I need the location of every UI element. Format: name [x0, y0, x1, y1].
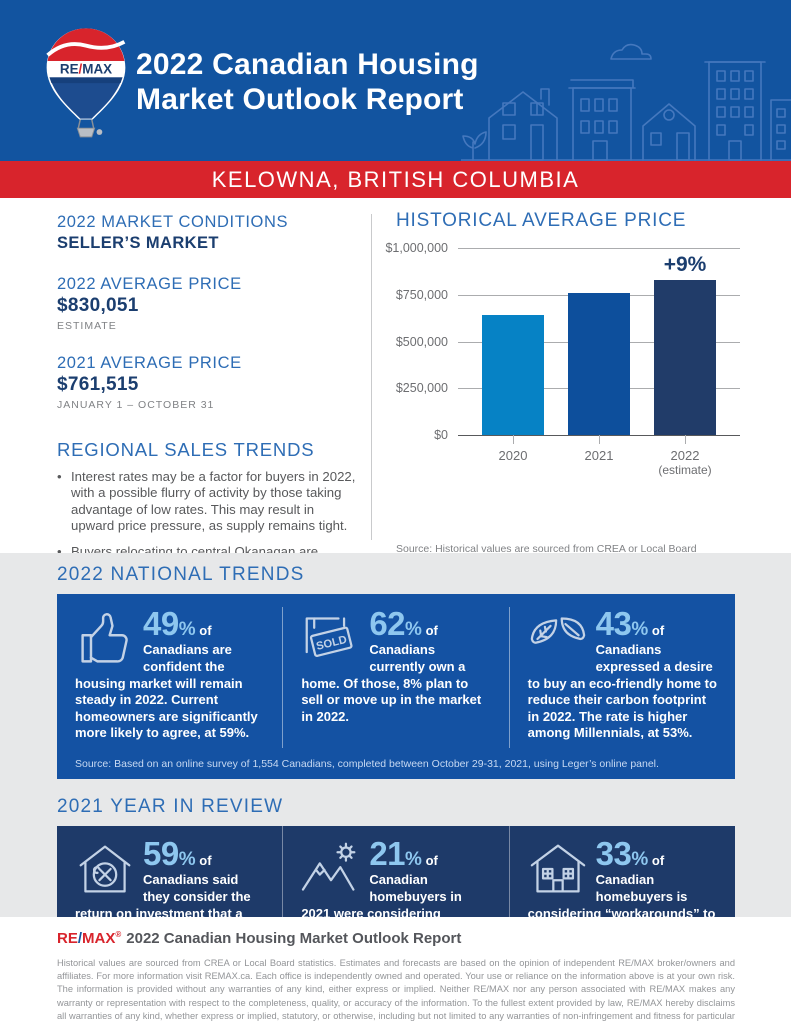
sold-sign-icon: SOLD — [305, 617, 353, 657]
stat-text: 62% of Canadians currently own a home. O… — [301, 607, 492, 725]
market-conditions-value: SELLER’S MARKET — [57, 233, 219, 252]
stat-value: 49 — [143, 605, 179, 642]
chart-bar-2021 — [568, 293, 630, 435]
stat-description: of Canadians are confident the housing m… — [75, 623, 258, 741]
chart-bar-2020 — [482, 315, 544, 435]
stat-percent-sign: % — [631, 619, 649, 640]
national-stat-confidence: 49% of Canadians are confident the housi… — [57, 607, 282, 748]
stat-percent-sign: % — [405, 619, 422, 640]
price-2021-label: 2021 AVERAGE PRICE — [57, 354, 242, 373]
house-icon — [530, 844, 585, 893]
report-header: RE/MAX 2022 Canadian Housing Market Outl… — [0, 0, 791, 161]
y-axis-tick-label: $750,000 — [395, 287, 448, 302]
stat-text: 49% of Canadians are confident the housi… — [75, 607, 266, 742]
stat-percent-sign: % — [178, 619, 196, 640]
home-renovation-icon — [79, 845, 131, 893]
stat-text: 43% of Canadians expressed a desire to b… — [527, 607, 719, 742]
stat-description: of Canadians currently own a home. Of th… — [301, 623, 482, 724]
market-summary-section: 2022 MARKET CONDITIONS SELLER’S MARKET 2… — [0, 198, 791, 617]
report-title-line2: Market Outlook Report — [136, 82, 464, 116]
price-2022-value: $830,051 — [57, 295, 139, 317]
price-2022-label: 2022 AVERAGE PRICE — [57, 275, 242, 294]
legal-disclaimer: Historical values are sourced from CREA … — [57, 958, 735, 1024]
thumbs-up-icon — [81, 613, 128, 663]
y-axis-tick-label: $250,000 — [395, 381, 448, 396]
market-conditions-label: 2022 MARKET CONDITIONS — [57, 213, 289, 231]
stat-percent-sign: % — [631, 849, 649, 871]
bar-annotation: +9% — [663, 253, 707, 276]
x-axis-tick-label: 2020 — [482, 435, 544, 477]
chart-x-axis-labels: 2020 2021 2022 (estimate) — [458, 435, 740, 477]
chart-bar-2022 — [654, 280, 716, 435]
national-trends-source: Source: Based on an online survey of 1,5… — [75, 758, 659, 771]
report-footer: RE/MAX® 2022 Canadian Housing Market Outl… — [0, 917, 791, 1024]
stat-value: 59 — [143, 835, 179, 873]
price-2021-note: JANUARY 1 – OCTOBER 31 — [57, 398, 215, 411]
balloon-brand-text: RE/MAX — [60, 61, 112, 76]
x-axis-tick-label: 2021 — [568, 435, 630, 477]
price-2022-note: ESTIMATE — [57, 320, 117, 333]
stat-value: 33 — [595, 835, 632, 873]
stat-value: 21 — [369, 835, 406, 873]
leaves-icon — [530, 617, 585, 644]
city-skyline-illustration — [461, 43, 791, 161]
stat-value: 43 — [595, 605, 632, 642]
stat-percent-sign: % — [405, 849, 422, 871]
remax-wordmark: RE — [57, 930, 78, 947]
report-title-line1: 2022 Canadian Housing — [136, 48, 479, 81]
x-axis-tick-label: 2022 (estimate) — [654, 435, 716, 477]
chart-gridline — [458, 248, 740, 249]
national-trends-box: 49% of Canadians are confident the housi… — [57, 594, 735, 780]
y-axis-tick-label: $500,000 — [395, 334, 448, 349]
column-divider — [371, 214, 372, 540]
footer-report-title: 2022 Canadian Housing Market Outlook Rep… — [126, 930, 462, 947]
regional-trend-item: Interest rates may be a factor for buyer… — [57, 469, 357, 535]
stat-value: 62 — [369, 605, 406, 642]
regional-trends-title: REGIONAL SALES TRENDS — [57, 438, 315, 460]
location-banner: KELOWNA, BRITISH COLUMBIA — [0, 161, 791, 198]
price-2021-value: $761,515 — [57, 373, 139, 395]
year-in-review-title: 2021 YEAR IN REVIEW — [57, 796, 284, 818]
historical-price-chart-panel: HISTORICAL AVERAGE PRICE $0 $250,000 $500,… — [385, 210, 746, 583]
mountains-icon — [302, 842, 356, 891]
y-axis-tick-label: $0 — [434, 428, 448, 442]
footer-brand-line: RE/MAX® 2022 Canadian Housing Market Outl… — [57, 930, 462, 947]
y-axis-tick-label: $1,000,000 — [385, 241, 448, 255]
registered-trademark-symbol: ® — [115, 930, 122, 939]
remax-balloon-logo: RE/MAX — [46, 28, 126, 138]
national-stat-ecofriendly: 43% of Canadians expressed a desire to b… — [508, 607, 735, 749]
bar-chart: $0 $250,000 $500,000 $750,000 $1,000,000 +9% … — [385, 241, 746, 583]
national-trends-title: 2022 NATIONAL TRENDS — [57, 564, 305, 585]
chart-title: HISTORICAL AVERAGE PRICE — [396, 210, 687, 231]
trends-section: 2022 NATIONAL TRENDS 49% of Canadians ar… — [0, 553, 791, 1024]
stat-percent-sign: % — [178, 849, 196, 871]
location-name: KELOWNA, BRITISH COLUMBIA — [211, 166, 580, 192]
national-stat-ownership: SOLD 62% of Canadians currently own a ho… — [282, 607, 508, 749]
stat-description: of Canadians expressed a desire to buy a… — [527, 623, 717, 741]
report-title: 2022 Canadian Housing Market Outlook Rep… — [136, 48, 479, 117]
chart-plot-area: $0 $250,000 $500,000 $750,000 $1,000,000 +9% — [385, 241, 740, 442]
